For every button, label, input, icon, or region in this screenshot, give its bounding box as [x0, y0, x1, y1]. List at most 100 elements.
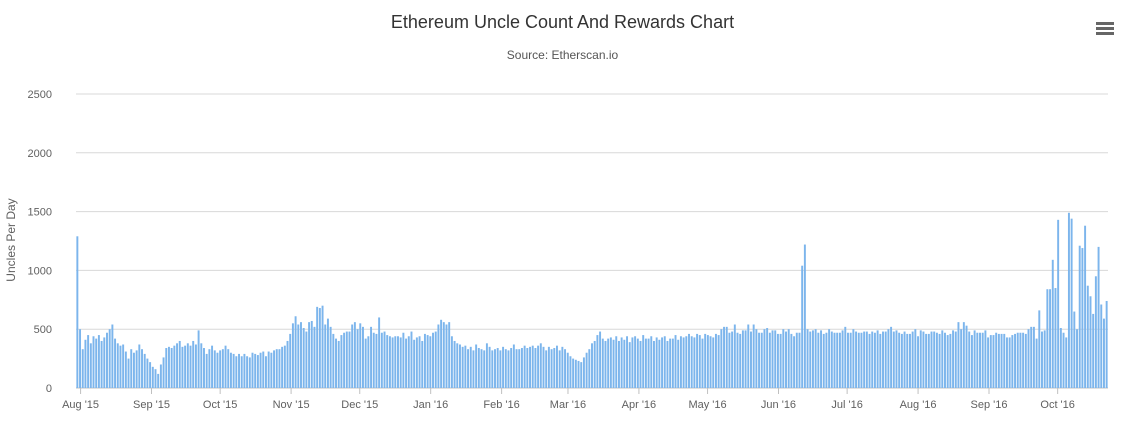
bar[interactable] — [739, 333, 742, 388]
bar[interactable] — [445, 324, 448, 389]
bar[interactable] — [712, 337, 715, 388]
bar[interactable] — [162, 357, 165, 388]
bar[interactable] — [203, 348, 205, 388]
bar[interactable] — [1032, 326, 1035, 388]
bar[interactable] — [281, 346, 284, 388]
bar[interactable] — [545, 350, 548, 388]
bar[interactable] — [674, 335, 677, 388]
bar[interactable] — [782, 329, 785, 388]
bar[interactable] — [1076, 329, 1078, 388]
bar[interactable] — [650, 336, 653, 388]
bar[interactable] — [367, 336, 370, 388]
bar[interactable] — [731, 331, 734, 388]
bar[interactable] — [461, 346, 464, 388]
bar[interactable] — [372, 332, 375, 388]
bar[interactable] — [337, 340, 340, 388]
bar[interactable] — [992, 335, 995, 388]
bar[interactable] — [356, 329, 359, 388]
bar[interactable] — [429, 336, 432, 388]
bar[interactable] — [884, 331, 887, 388]
bar[interactable] — [944, 332, 946, 388]
bar[interactable] — [124, 351, 127, 388]
bar[interactable] — [286, 340, 289, 388]
bar[interactable] — [434, 331, 437, 388]
bar[interactable] — [149, 362, 152, 388]
bar[interactable] — [696, 333, 699, 388]
bar[interactable] — [407, 336, 410, 388]
bar[interactable] — [960, 329, 963, 388]
bar[interactable] — [701, 338, 704, 388]
bar[interactable] — [405, 338, 408, 388]
bar[interactable] — [273, 350, 276, 388]
bar[interactable] — [1102, 318, 1105, 388]
bar[interactable] — [278, 349, 281, 388]
bar[interactable] — [208, 349, 211, 388]
bar[interactable] — [375, 333, 378, 388]
bar[interactable] — [173, 345, 176, 388]
bar[interactable] — [386, 335, 389, 388]
bar[interactable] — [267, 351, 270, 388]
bar[interactable] — [763, 329, 766, 388]
bar[interactable] — [297, 324, 300, 389]
bar[interactable] — [410, 331, 413, 388]
bar[interactable] — [1057, 219, 1060, 388]
bar[interactable] — [733, 324, 736, 389]
bar[interactable] — [752, 324, 755, 389]
bar[interactable] — [841, 330, 844, 388]
bar[interactable] — [771, 330, 774, 388]
bar[interactable] — [876, 330, 879, 388]
bar[interactable] — [547, 346, 550, 388]
bar[interactable] — [1097, 246, 1100, 388]
bar[interactable] — [106, 332, 108, 388]
bar[interactable] — [620, 337, 623, 388]
bar[interactable] — [644, 338, 647, 388]
bar[interactable] — [534, 348, 537, 388]
bar[interactable] — [615, 336, 618, 388]
bar[interactable] — [669, 338, 672, 388]
bar[interactable] — [785, 331, 787, 388]
bar[interactable] — [768, 332, 771, 388]
bar[interactable] — [925, 333, 928, 388]
bar[interactable] — [394, 336, 397, 388]
bar[interactable] — [836, 332, 839, 388]
bar[interactable] — [634, 336, 637, 388]
bar[interactable] — [809, 331, 812, 388]
bar[interactable] — [1078, 245, 1081, 388]
bar[interactable] — [413, 339, 416, 388]
bar[interactable] — [345, 331, 348, 388]
bar[interactable] — [873, 332, 876, 388]
bar[interactable] — [682, 337, 685, 388]
bar[interactable] — [318, 308, 321, 388]
bar[interactable] — [477, 348, 480, 388]
bar[interactable] — [566, 352, 569, 388]
bar[interactable] — [213, 350, 216, 388]
bar[interactable] — [847, 332, 849, 388]
bar[interactable] — [302, 328, 305, 388]
bar[interactable] — [472, 350, 475, 388]
bar[interactable] — [1016, 332, 1019, 388]
bar[interactable] — [275, 349, 278, 388]
bar[interactable] — [437, 324, 440, 389]
bar[interactable] — [127, 358, 130, 388]
bar[interactable] — [919, 330, 922, 388]
bar[interactable] — [81, 349, 84, 388]
bar[interactable] — [343, 332, 346, 388]
bar[interactable] — [256, 355, 259, 388]
bar[interactable] — [997, 333, 1000, 388]
bar[interactable] — [755, 329, 758, 388]
bar[interactable] — [927, 333, 930, 388]
bar[interactable] — [111, 324, 114, 389]
bar[interactable] — [828, 329, 831, 388]
bar[interactable] — [976, 332, 979, 388]
bar[interactable] — [766, 328, 769, 388]
bar[interactable] — [879, 333, 882, 388]
bar[interactable] — [723, 326, 725, 388]
bar[interactable] — [609, 337, 612, 388]
bar[interactable] — [933, 331, 936, 388]
bar[interactable] — [572, 358, 575, 388]
bar[interactable] — [798, 332, 801, 388]
bar[interactable] — [283, 345, 286, 388]
bar[interactable] — [529, 346, 531, 388]
bar[interactable] — [335, 338, 337, 388]
bar[interactable] — [628, 342, 631, 388]
